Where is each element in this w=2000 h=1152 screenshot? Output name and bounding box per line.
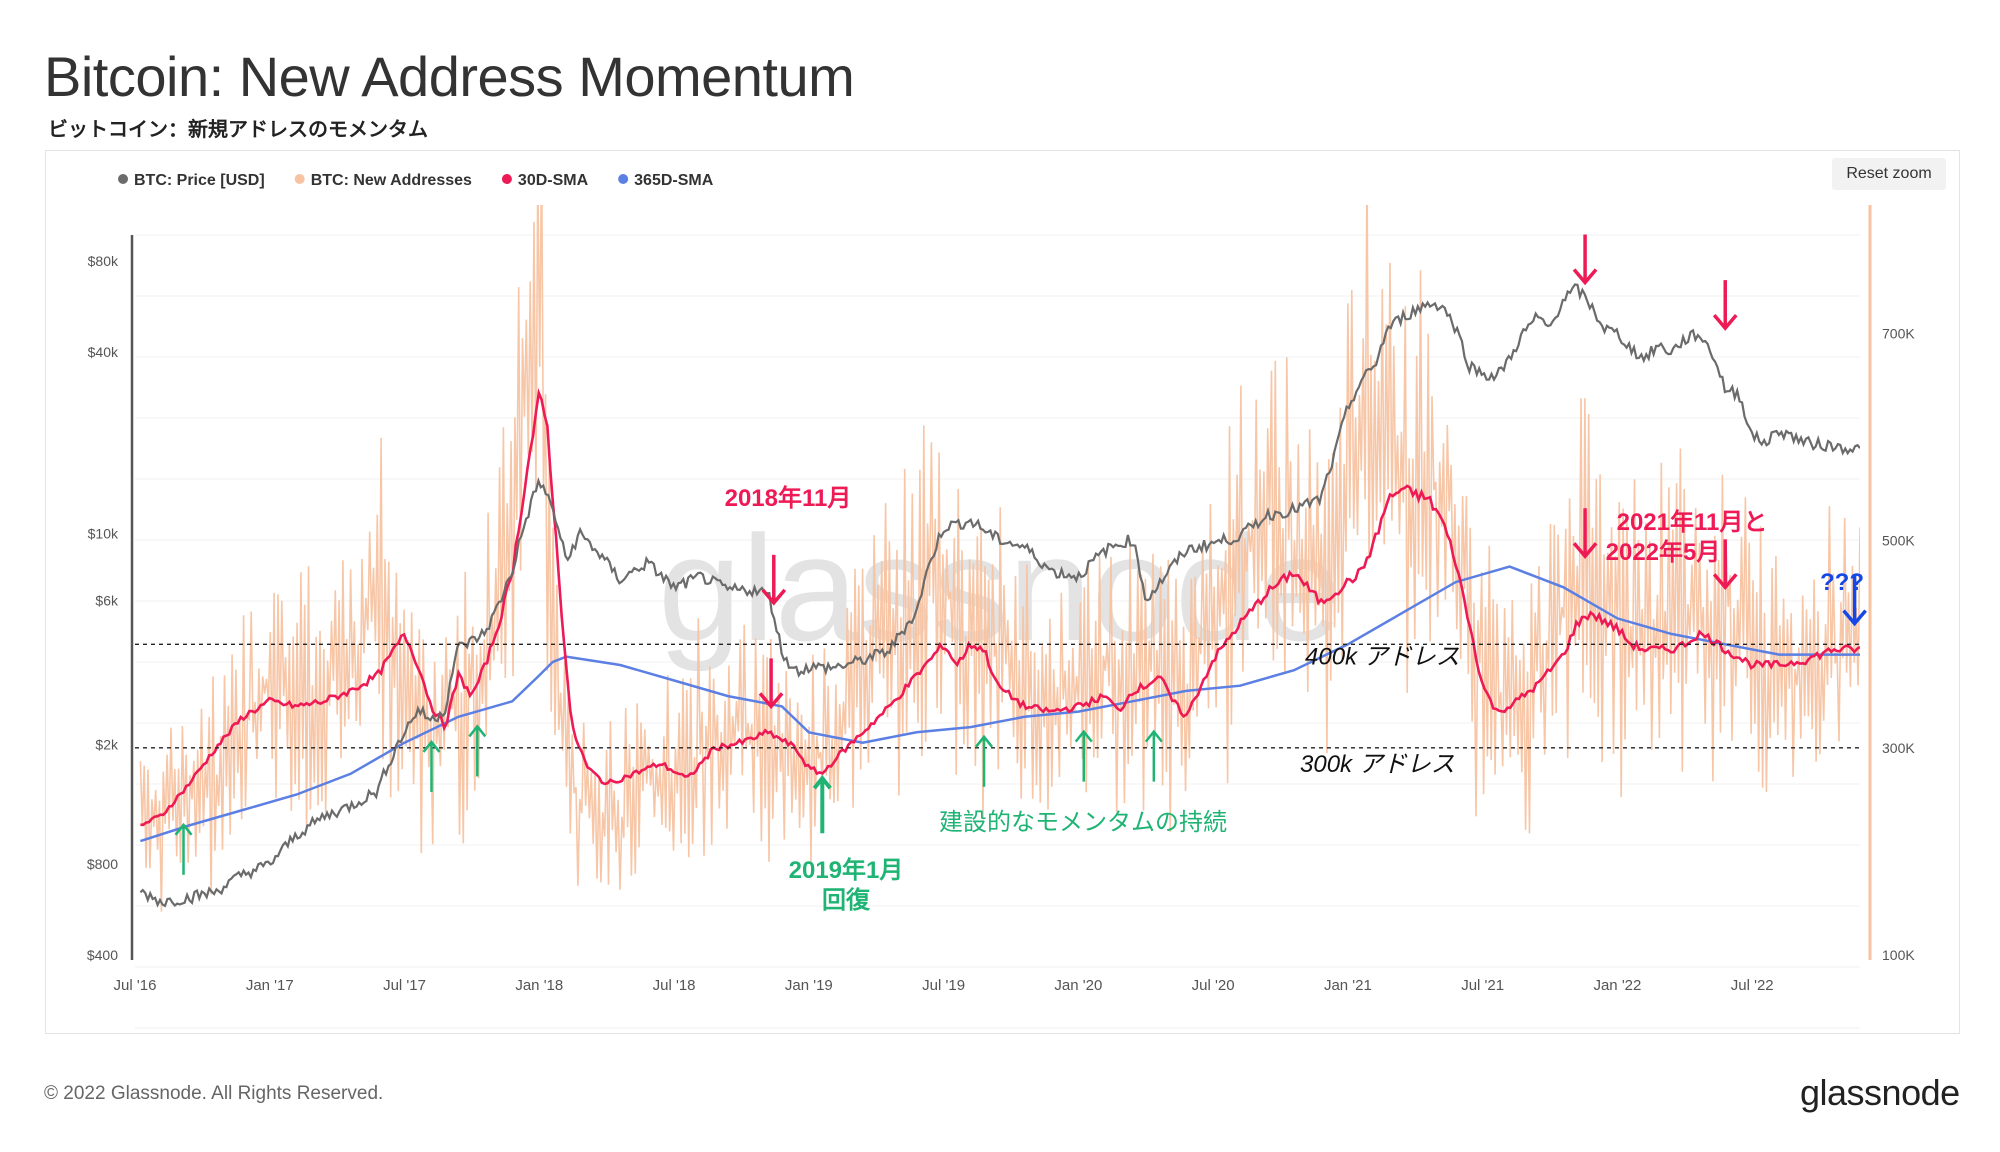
glassnode-logo: glassnode — [1800, 1072, 1960, 1113]
arrow-down-red — [1712, 280, 1738, 331]
y-left-tick-label: $2k — [95, 736, 119, 752]
arrow-down-red — [1712, 539, 1738, 591]
arrow-head — [1144, 729, 1163, 743]
x-tick-label: Jan '19 — [785, 977, 833, 994]
arrow-head — [1572, 268, 1598, 286]
x-tick-label: Jan '20 — [1054, 977, 1102, 994]
arrow-head — [1712, 573, 1738, 591]
x-tick-label: Jul '18 — [653, 977, 696, 994]
sma365-series — [140, 565, 1860, 843]
arrow-head — [1712, 313, 1738, 331]
arrow-head — [975, 734, 993, 748]
legend-label: 30D-SMA — [518, 172, 589, 189]
reference-line-label: 300k アドレス — [1300, 751, 1455, 778]
annotation-label: 回復 — [822, 886, 871, 914]
legend-label: 365D-SMA — [634, 172, 714, 189]
page-subtitle: ビットコイン：新規アドレスのモメンタム — [48, 119, 428, 141]
x-tick-label: Jan '17 — [246, 977, 294, 994]
annotation-label: 2018年11月 — [725, 484, 852, 512]
arrow-up-green — [1144, 729, 1163, 782]
legend-label: BTC: New Addresses — [311, 172, 472, 189]
legend-marker — [118, 174, 128, 184]
price-series — [139, 283, 1860, 908]
legend-item: 365D-SMA — [618, 172, 714, 189]
arrow-head — [468, 724, 487, 738]
x-tick-label: Jul '17 — [383, 977, 426, 994]
annotation-label: 2021年11月と — [1617, 508, 1768, 536]
annotation-label: 2022年5月 — [1606, 538, 1721, 566]
new-addresses-series — [139, 205, 1860, 912]
arrow-down-blue — [1842, 575, 1867, 627]
y-right-tick-label: 100K — [1882, 947, 1915, 963]
legend-item: BTC: Price [USD] — [118, 172, 265, 189]
arrow-up-green — [174, 822, 193, 875]
arrow-up-green — [422, 739, 441, 792]
annotation-label: 建設的なモメンタムの持続 — [939, 809, 1227, 836]
x-tick-label: Jan '22 — [1593, 977, 1641, 994]
legend-marker — [501, 174, 512, 184]
chart-panel — [45, 150, 1960, 1034]
x-tick-label: Jul '21 — [1461, 977, 1504, 994]
x-tick-label: Jul '20 — [1192, 977, 1235, 994]
y-left-tick-label: $10k — [88, 526, 119, 542]
arrow-up-green — [1074, 729, 1093, 782]
arrow-down-red — [761, 554, 787, 606]
arrow-down-red — [1572, 234, 1598, 286]
arrow-down-red — [1572, 508, 1598, 559]
arrow-up-green — [468, 724, 487, 777]
arrow-up-green — [812, 775, 832, 834]
y-right-tick-label: 500K — [1882, 533, 1915, 549]
arrow-head — [422, 739, 441, 753]
arrow-head — [1074, 729, 1093, 743]
annotation-label: ??? — [1820, 569, 1864, 596]
arrow-down-red — [758, 658, 784, 710]
page-title: Bitcoin: New Address Momentum — [44, 45, 855, 108]
sma30-series — [140, 387, 1860, 827]
legend-marker — [294, 174, 305, 184]
arrow-head — [1572, 542, 1598, 559]
arrow-head — [758, 692, 784, 710]
y-right-tick-label: 700K — [1882, 326, 1915, 342]
arrow-head — [812, 775, 832, 790]
y-left-tick-label: $400 — [87, 947, 118, 963]
x-tick-label: Jul '19 — [922, 977, 965, 994]
legend-item: BTC: New Addresses — [294, 172, 472, 189]
x-tick-label: Jan '18 — [515, 977, 563, 994]
legend-item: 30D-SMA — [501, 172, 589, 189]
x-tick-label: Jul '16 — [114, 977, 157, 994]
y-left-tick-label: $80k — [88, 253, 119, 269]
y-right-tick-label: 300K — [1882, 740, 1915, 756]
reference-line-label: 400k アドレス — [1305, 643, 1460, 670]
arrow-head — [174, 822, 193, 836]
annotation-label: 2019年1月 — [789, 856, 904, 884]
legend-marker — [618, 174, 629, 184]
copyright-text: © 2022 Glassnode. All Rights Reserved. — [44, 1083, 384, 1104]
arrow-head — [761, 588, 787, 606]
x-tick-label: Jan '21 — [1324, 977, 1372, 994]
y-left-tick-label: $6k — [95, 592, 119, 608]
arrow-up-green — [975, 734, 993, 787]
arrow-head — [1842, 609, 1867, 627]
reset-zoom-button[interactable]: Reset zoom — [1832, 158, 1946, 190]
y-left-tick-label: $800 — [87, 856, 118, 872]
y-left-tick-label: $40k — [88, 344, 119, 360]
x-tick-label: Jul '22 — [1731, 977, 1774, 994]
legend-label: BTC: Price [USD] — [134, 172, 265, 189]
